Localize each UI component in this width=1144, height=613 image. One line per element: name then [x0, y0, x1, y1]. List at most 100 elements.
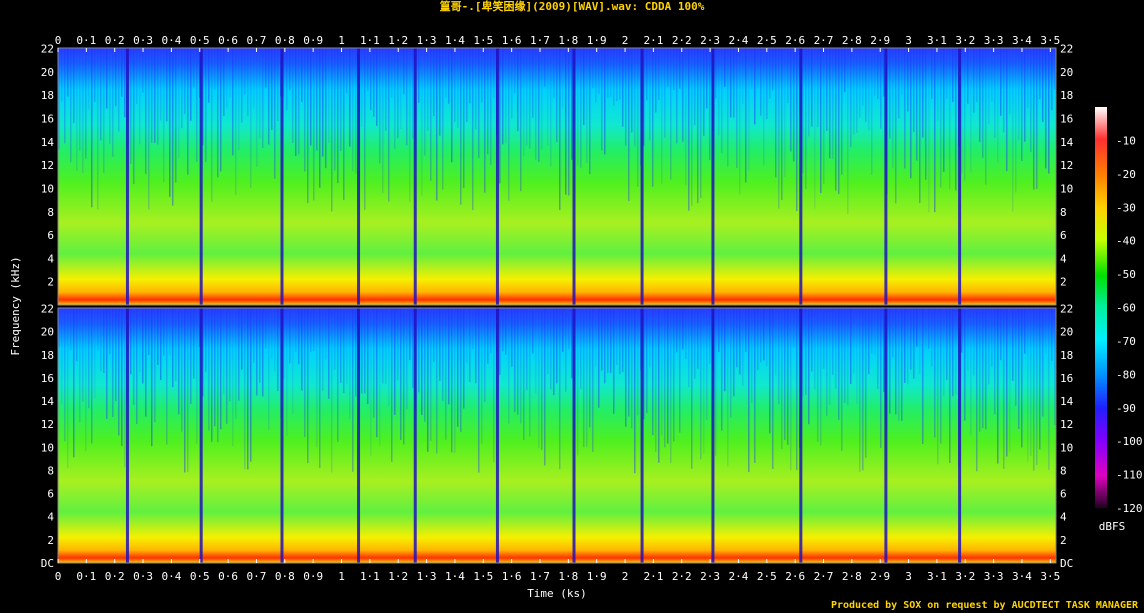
texture-streak: [109, 48, 111, 144]
texture-streak: [730, 308, 732, 418]
texture-streak: [625, 48, 627, 146]
texture-streak: [517, 48, 519, 132]
texture-streak: [754, 308, 756, 463]
y-tick-label: 16: [1060, 113, 1073, 126]
texture-streak: [1036, 48, 1038, 189]
texture-streak: [364, 308, 366, 394]
colorbar-tick-label: -110: [1116, 469, 1143, 482]
texture-streak: [703, 308, 705, 454]
texture-streak: [613, 48, 615, 106]
y-tick-label: 14: [1060, 136, 1074, 149]
texture-streak: [385, 48, 387, 131]
texture-streak: [757, 48, 759, 89]
texture-streak: [808, 48, 810, 137]
texture-streak: [445, 48, 447, 98]
texture-streak: [724, 48, 726, 88]
texture-streak: [229, 308, 231, 402]
texture-streak: [139, 308, 141, 373]
texture-streak: [790, 308, 792, 471]
texture-streak: [253, 308, 255, 363]
texture-streak: [352, 48, 354, 172]
x-tick-label: 0·4: [161, 34, 181, 47]
x-tick-label: 2·9: [870, 34, 890, 47]
texture-streak: [1009, 308, 1011, 452]
texture-streak: [337, 308, 339, 442]
texture-streak: [160, 48, 162, 121]
y-tick-label: 6: [1060, 229, 1067, 242]
texture-streak: [577, 308, 579, 456]
texture-streak: [631, 48, 633, 133]
texture-streak: [760, 308, 762, 363]
footer-credit: Produced by SOX on request by AUCDTECT T…: [830, 600, 1138, 611]
texture-streak: [982, 308, 984, 429]
texture-streak: [463, 48, 465, 189]
texture-streak: [172, 308, 174, 388]
texture-streak: [556, 308, 558, 384]
texture-streak: [202, 48, 204, 146]
texture-streak: [931, 308, 933, 367]
y-tick-label: 6: [47, 488, 54, 501]
texture-streak: [397, 308, 399, 381]
texture-streak: [436, 48, 438, 201]
texture-streak: [604, 48, 606, 155]
texture-streak: [346, 48, 348, 94]
texture-streak: [184, 308, 186, 473]
texture-streak: [865, 48, 867, 122]
texture-streak: [70, 308, 72, 351]
texture-streak: [238, 48, 240, 151]
texture-streak: [523, 48, 525, 156]
track-boundary: [495, 48, 499, 305]
colorbar-gradient: [1095, 107, 1107, 508]
texture-streak: [988, 308, 990, 385]
texture-streak: [568, 48, 570, 196]
texture-streak: [61, 308, 63, 405]
colorbar-tick-label: -120: [1116, 502, 1143, 515]
texture-streak: [307, 308, 309, 464]
x-tick-label: 2·8: [842, 570, 862, 583]
texture-streak: [769, 48, 771, 99]
track-boundary: [640, 308, 644, 563]
texture-streak: [793, 48, 795, 162]
texture-streak: [406, 308, 408, 410]
texture-streak: [715, 48, 717, 99]
texture-streak: [250, 48, 252, 189]
x-tick-label: 1·6: [502, 34, 522, 47]
texture-streak: [244, 48, 246, 95]
texture-streak: [562, 308, 564, 352]
texture-streak: [943, 308, 945, 397]
texture-streak: [487, 308, 489, 364]
texture-streak: [526, 308, 528, 391]
texture-streak: [121, 308, 123, 446]
texture-streak: [1018, 48, 1020, 141]
texture-streak: [814, 48, 816, 209]
texture-streak: [877, 308, 879, 389]
texture-streak: [694, 308, 696, 379]
texture-streak: [370, 48, 372, 111]
texture-streak: [955, 48, 957, 191]
texture-streak: [1018, 308, 1020, 430]
texture-streak: [1000, 48, 1002, 116]
texture-streak: [877, 48, 879, 99]
x-tick-label: 0·4: [161, 570, 181, 583]
x-tick-label: 0·1: [76, 34, 96, 47]
track-boundary: [413, 48, 417, 305]
y-tick-label: 2: [47, 534, 54, 547]
texture-streak: [688, 308, 690, 388]
y-tick-label: 8: [1060, 464, 1067, 477]
texture-streak: [580, 308, 582, 390]
texture-streak: [478, 48, 480, 159]
texture-streak: [778, 48, 780, 209]
track-boundary: [711, 48, 715, 305]
texture-streak: [763, 48, 765, 166]
texture-streak: [265, 308, 267, 349]
texture-streak: [1048, 308, 1050, 470]
x-tick-label: 0·3: [133, 570, 153, 583]
texture-streak: [838, 48, 840, 194]
texture-streak: [658, 48, 660, 100]
texture-streak: [76, 48, 78, 172]
x-tick-label: 2: [622, 34, 629, 47]
x-tick-label: 1·6: [502, 570, 522, 583]
y-tick-label: 8: [47, 464, 54, 477]
texture-streak: [748, 308, 750, 473]
track-boundary: [884, 48, 888, 305]
